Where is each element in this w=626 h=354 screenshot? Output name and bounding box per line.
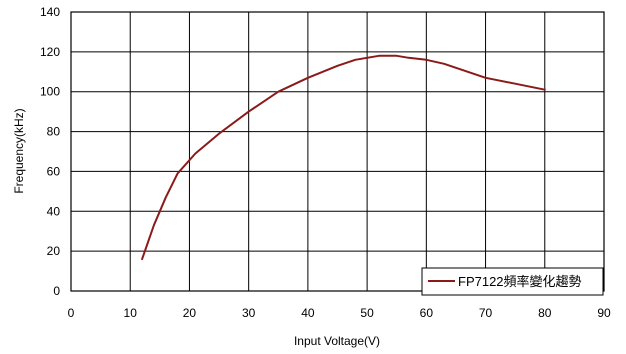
legend-entry-label: FP7122頻率變化趨勢 — [458, 274, 582, 289]
x-tick-label: 30 — [242, 306, 256, 320]
y-tick-label: 0 — [53, 284, 60, 298]
y-tick-label: 140 — [40, 5, 60, 19]
y-axis-ticks: 0 20 40 60 80 100 120 140 — [40, 5, 60, 298]
chart-grid — [71, 12, 604, 291]
x-tick-label: 20 — [183, 306, 197, 320]
y-axis-label: Frequency(kHz) — [12, 108, 26, 193]
y-tick-label: 60 — [47, 164, 61, 178]
x-tick-label: 90 — [597, 306, 611, 320]
x-axis-label: Input Voltage(V) — [294, 334, 380, 348]
y-tick-label: 120 — [40, 45, 60, 59]
x-axis-ticks: 0 10 20 30 40 50 60 70 80 90 — [68, 306, 611, 320]
legend: FP7122頻率變化趨勢 — [421, 267, 604, 296]
y-tick-label: 100 — [40, 85, 60, 99]
x-tick-label: 70 — [479, 306, 493, 320]
x-tick-label: 0 — [68, 306, 75, 320]
x-tick-label: 80 — [538, 306, 552, 320]
plot-area-border — [70, 11, 605, 292]
chart-series — [141, 54, 546, 261]
x-tick-label: 40 — [301, 306, 315, 320]
x-tick-label: 50 — [360, 306, 374, 320]
x-tick-label: 10 — [124, 306, 138, 320]
x-tick-label: 60 — [420, 306, 434, 320]
y-tick-label: 20 — [47, 244, 61, 258]
y-tick-label: 80 — [47, 125, 61, 139]
y-tick-label: 40 — [47, 204, 61, 218]
series-line-0 — [141, 54, 546, 261]
